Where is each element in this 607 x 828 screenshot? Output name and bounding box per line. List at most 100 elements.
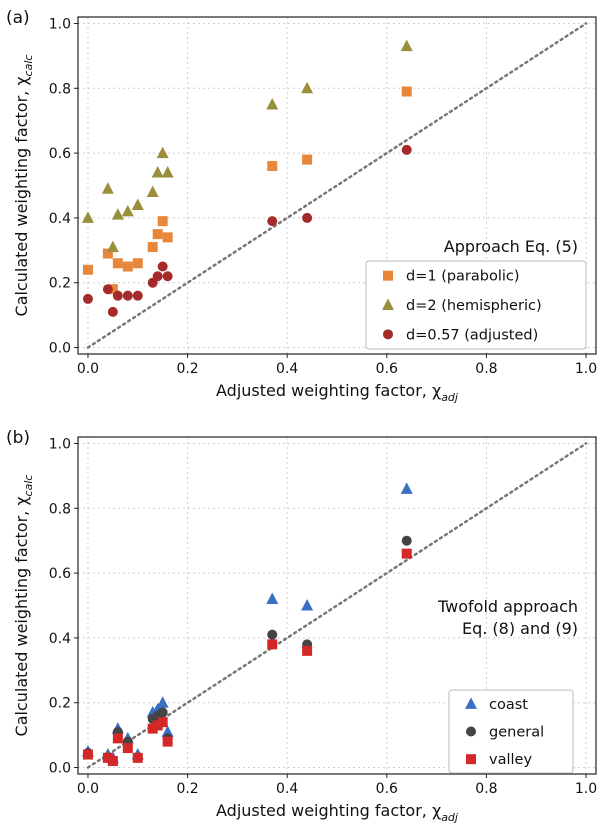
x-tick-label: 0.4: [276, 781, 298, 797]
data-point: [161, 166, 174, 178]
data-point: [111, 208, 124, 220]
data-point: [267, 629, 278, 640]
x-tick-label: 0.2: [176, 781, 198, 797]
legend-label: d=0.57 (adjusted): [406, 327, 538, 343]
x-tick-label: 0.0: [77, 361, 99, 377]
data-point: [147, 242, 158, 253]
legend-box: [448, 689, 574, 774]
data-point: [401, 548, 412, 559]
data-point: [122, 743, 133, 754]
data-point: [302, 154, 313, 165]
series-valley: [82, 548, 412, 767]
y-tick-label: 1.0: [49, 16, 71, 32]
data-point: [302, 645, 313, 656]
plot-frame: [77, 16, 597, 355]
y-tick-label: 0.0: [49, 341, 71, 357]
plot-frame: [77, 436, 597, 775]
reference-line: [86, 22, 588, 349]
x-tick-label: 1.0: [575, 361, 597, 377]
y-tick-label: 0.0: [49, 761, 71, 777]
series-general: [82, 535, 412, 767]
legend: coast general valley: [448, 689, 574, 774]
legend-marker: [383, 270, 393, 281]
data-point: [267, 639, 278, 650]
x-axis-label: Adjusted weighting factor, χadj: [216, 381, 459, 404]
data-point: [122, 290, 133, 301]
data-point: [161, 725, 174, 737]
y-axis-label-main: Calculated weighting factor, χ: [12, 76, 31, 316]
data-point: [112, 258, 123, 269]
data-point: [107, 306, 118, 317]
y-axis-label-sub: calc: [22, 475, 35, 497]
data-point: [106, 240, 119, 253]
data-point: [401, 144, 412, 155]
legend-marker: [466, 726, 476, 737]
data-point: [82, 749, 93, 760]
data-point: [157, 707, 168, 718]
data-point: [102, 248, 113, 259]
data-point: [131, 198, 144, 210]
series-d-2-hemispheric-: [81, 39, 413, 253]
legend-marker: [382, 298, 394, 310]
y-tick-label: 0.8: [49, 501, 71, 517]
legend-marker: [465, 697, 477, 709]
chart-panel-a: 0.0 0.2 0.4 0.6 0.8 1.0 0.0 0.2 0.4 0.6 0.8 1.0 Adju…: [6, 8, 597, 404]
legend-marker: [383, 329, 393, 340]
x-tick-label: 0.8: [475, 361, 497, 377]
data-point: [302, 212, 313, 223]
legend-marker: [466, 754, 476, 765]
data-point: [157, 216, 168, 227]
data-point: [82, 293, 93, 304]
data-point: [151, 166, 164, 178]
y-tick-label: 0.2: [49, 276, 71, 292]
legend-label: valley: [489, 752, 532, 768]
x-axis-label-sub: adj: [441, 391, 459, 404]
data-point: [162, 271, 173, 282]
x-tick-label: 0.8: [475, 781, 497, 797]
y-tick-label: 0.4: [49, 631, 71, 647]
data-point: [400, 39, 413, 52]
data-point: [301, 81, 314, 94]
data-point: [156, 146, 169, 159]
x-tick-label: 0.6: [376, 361, 398, 377]
x-tick-label: 0.4: [276, 361, 298, 377]
reference-line: [86, 442, 588, 769]
y-tick-label: 1.0: [49, 436, 71, 452]
chart-panel-b: 0.0 0.2 0.4 0.6 0.8 1.0 0.0 0.2 0.4 0.6 0.8 1.0 Adju…: [6, 428, 597, 824]
y-tick-label: 0.6: [49, 566, 71, 582]
data-point: [157, 717, 168, 728]
data-point: [267, 216, 278, 227]
legend-label: general: [489, 725, 544, 741]
data-point: [266, 592, 279, 605]
annotation-text: Eq. (8) and (9): [462, 619, 578, 638]
data-point: [401, 535, 412, 546]
x-axis-label-main: Adjusted weighting factor, χ: [216, 801, 441, 820]
data-point: [301, 599, 314, 611]
data-point: [132, 258, 143, 269]
data-point: [82, 264, 93, 275]
y-axis-label: Calculated weighting factor, χcalc: [12, 475, 35, 737]
y-tick-label: 0.4: [49, 211, 71, 227]
series-d-1-parabolic-: [82, 86, 412, 295]
x-tick-label: 1.0: [575, 781, 597, 797]
y-tick-label: 0.2: [49, 696, 71, 712]
data-point: [107, 756, 118, 767]
y-tick-label: 0.8: [49, 81, 71, 97]
legend: d=1 (parabolic) d=2 (hemispheric) d=0.57 (…: [365, 260, 587, 350]
annotation-text: Twofold approach: [437, 597, 578, 616]
legend-box: [365, 260, 587, 350]
data-point: [132, 290, 143, 301]
data-point: [152, 271, 163, 282]
panel-label: (b): [6, 428, 30, 448]
data-point: [157, 261, 168, 272]
data-point: [400, 482, 413, 494]
data-point: [146, 185, 159, 197]
data-point: [101, 182, 114, 194]
data-point: [122, 261, 133, 272]
x-axis-label: Adjusted weighting factor, χadj: [216, 801, 459, 824]
data-point: [132, 752, 143, 763]
series-coast: [81, 482, 413, 763]
annotation-text: Approach Eq. (5): [444, 237, 578, 256]
y-axis-label-main: Calculated weighting factor, χ: [12, 496, 31, 736]
